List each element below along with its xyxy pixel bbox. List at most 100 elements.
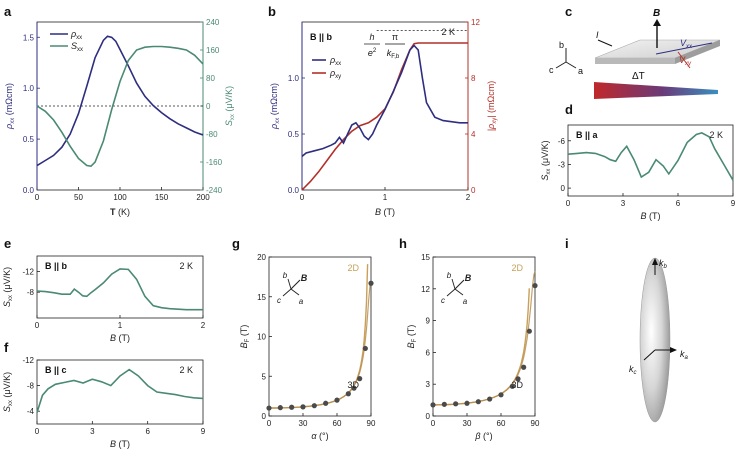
y-tick-label-a-right-0: -240 <box>206 186 223 195</box>
x-tick-label-a-3: 150 <box>155 193 169 202</box>
x-axis-label-a: T (K) <box>110 207 130 217</box>
panel-label-g: g <box>232 236 240 251</box>
legend-symbol-rhoxy-b: ρ <box>329 68 335 78</box>
x-tick-label-h-2: 60 <box>497 419 506 428</box>
legend-label-rhoxy-b: ρxy <box>329 68 341 80</box>
label-2d-g: 2D <box>347 263 359 273</box>
y-axis-label-right-b-subscript: xy <box>492 118 498 124</box>
y-tick-label-h-0: 0 <box>426 412 431 421</box>
data-point-g-11 <box>368 280 374 286</box>
x-tick-label-g-2: 60 <box>333 419 342 428</box>
data-point-h-4 <box>475 399 481 405</box>
inset-field-arrow-g <box>290 279 301 290</box>
y-axis-label-left-a: ρxx (mΩcm) <box>4 83 16 130</box>
data-point-h-11 <box>532 283 538 289</box>
y-axis-label-left-a-unit: (mΩcm) <box>4 83 14 118</box>
plot-frame-g <box>268 256 372 417</box>
x-axis-unit-g: (°) <box>317 431 329 441</box>
x-tick-label-e-0: 0 <box>35 321 40 330</box>
data-point-h-0 <box>430 402 436 408</box>
current-label: I <box>596 30 599 40</box>
axis-c-label: c <box>549 65 554 75</box>
kc-arrow <box>643 349 656 361</box>
y-tick-label-a-left-2: 1.0 <box>23 84 35 93</box>
data-point-g-2 <box>289 404 295 410</box>
x-tick-label-f-1: 3 <box>90 427 95 436</box>
y-tick-label-h-3: 9 <box>426 317 431 326</box>
rho-xx-line-a <box>36 35 204 167</box>
x-tick-label-d-2: 6 <box>676 199 681 208</box>
y-axis-label-right-a: Sxx (μV/K) <box>224 86 236 126</box>
inset-axis-a-g <box>290 288 300 296</box>
y-axis-label-g-symbol: B <box>239 342 249 348</box>
y-tick-label-a-right-2: -80 <box>206 130 218 139</box>
rho-xy-line-b <box>301 42 468 191</box>
data-point-h-10 <box>526 328 532 334</box>
panel-label-a: a <box>4 4 12 19</box>
x-tick-label-f-3: 9 <box>201 427 206 436</box>
legend-label-s-a: Sxx <box>71 41 83 53</box>
y-axis-label-h-unit: (T) <box>406 325 416 339</box>
x-tick-label-f-0: 0 <box>35 427 40 436</box>
data-point-g-1 <box>277 405 283 411</box>
y-tick-label-a-left-3: 1.5 <box>23 33 35 42</box>
data-point-h-8 <box>515 376 521 382</box>
y-tick-label-h-1: 3 <box>426 380 431 389</box>
data-point-h-9 <box>521 364 527 370</box>
formula-k-symbol-b: k <box>387 48 392 58</box>
x-tick-label-d-0: 0 <box>566 199 571 208</box>
label-3d-h: 3D <box>511 380 523 390</box>
y-tick-label-f-0: -12 <box>22 356 34 365</box>
x-axis-label-d: B (T) <box>640 211 660 221</box>
inset-axis-b-h <box>451 278 456 290</box>
data-point-h-5 <box>487 396 493 402</box>
x-tick-label-a-4: 200 <box>196 193 210 202</box>
y-tick-label-g-2: 10 <box>257 333 266 342</box>
fermi-surface-ellipsoid <box>639 257 671 423</box>
y-axis-label-h: BF (T) <box>406 325 418 349</box>
y-tick-label-a-left-1: 0.5 <box>23 135 35 144</box>
x-axis-symbol-a: T <box>110 207 116 217</box>
chart-f: 0 3 6 9 -12 -8 -4 B || c 2 K B (T) Sxx (μV/K) <box>2 356 206 449</box>
data-point-g-8 <box>351 385 357 391</box>
inset-axis-c-h <box>446 288 456 297</box>
kb-label: kb <box>659 258 668 270</box>
y-axis-label-right-b: |ρxy| (mΩcm) <box>486 81 498 132</box>
inset-B-label-g: B <box>301 273 308 283</box>
x-tick-label-a-1: 50 <box>74 193 83 202</box>
formula-e-symbol-b: e <box>368 48 373 58</box>
x-tick-label-e-2: 2 <box>201 321 206 330</box>
s-xx-line-f <box>36 368 204 413</box>
y-tick-label-b-right-3: 12 <box>471 18 480 27</box>
y-axis-label-f-subscript: xx <box>8 400 14 406</box>
x-tick-label-d-1: 3 <box>621 199 626 208</box>
temperature-gradient-bar <box>594 82 718 99</box>
inset-c-label-h: c <box>441 296 445 305</box>
data-point-g-4 <box>311 403 317 409</box>
data-point-g-5 <box>323 400 329 406</box>
data-point-g-6 <box>334 397 340 403</box>
y-tick-label-a-right-4: 80 <box>206 74 215 83</box>
legend-symbol-rho-a: ρ <box>70 29 76 39</box>
x-tick-label-b-1: 1 <box>383 193 388 202</box>
crystal-axes <box>555 48 577 69</box>
y-axis-label-right-a-symbol: S <box>224 120 234 126</box>
y-axis-label-g-subscript: F <box>245 338 251 342</box>
axis-c-arrow <box>555 61 567 69</box>
data-point-h-3 <box>464 400 470 406</box>
y-tick-label-b-right-2: 8 <box>471 74 476 83</box>
y-axis-label-left-a-subscript: xx <box>10 118 16 124</box>
formula-k-b: kF,b <box>387 48 400 60</box>
orientation-label-d: B || a <box>576 130 599 140</box>
label-3d-g: 3D <box>347 380 359 390</box>
legend-symbol-rhoxx-b: ρ <box>329 55 335 65</box>
s-xx-line-a <box>36 45 204 168</box>
x-axis-symbol-d: B <box>640 211 646 221</box>
x-tick-label-d-3: 9 <box>731 199 736 208</box>
data-point-g-3 <box>300 404 306 410</box>
schematic-c: b a c B I Vxx Vxy ΔT <box>549 8 721 99</box>
delta-t-label: ΔT <box>632 71 645 82</box>
x-tick-label-b-2: 2 <box>466 193 471 202</box>
